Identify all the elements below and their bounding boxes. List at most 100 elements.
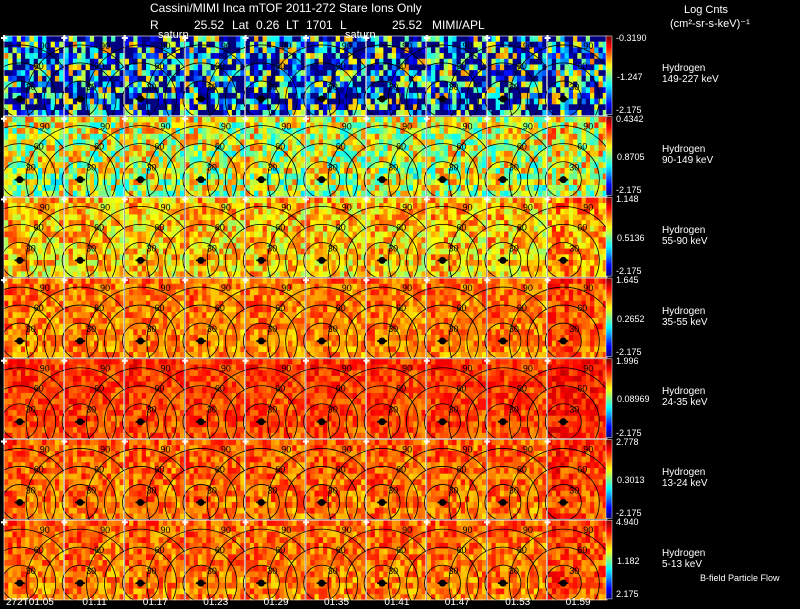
contour-label: 60 [457,384,467,394]
contour-label: 30 [509,163,519,173]
cbar-max-label: 0.4342 [616,113,644,124]
contour-label: 30 [328,485,338,495]
contour-label: 30 [207,243,217,253]
lt-label: LT [286,18,300,32]
contour-label: 60 [34,464,44,474]
contour-label: 30 [267,566,277,576]
panel-r4-c9: 30 60 90 [508,357,618,477]
panel-r4-c3: 30 60 90 [146,357,256,477]
contour-label: 60 [34,303,44,313]
contour-label: 90 [161,41,171,51]
cbar-max-label: 2.778 [616,436,639,447]
contour-label: 60 [517,545,527,555]
contour-r60 [43,546,117,609]
panel-r5-c4: 30 60 90 [206,438,316,557]
contour-label: 60 [577,222,587,232]
contour-label: 30 [569,485,579,495]
contour-label: 90 [161,444,171,454]
contour-label: 30 [26,163,36,173]
contour-label: 60 [215,142,225,152]
contour-label: 30 [509,324,519,334]
contour-label: 60 [457,222,467,232]
contour-label: 30 [267,324,277,334]
contour-label: 90 [463,525,473,535]
cbar-max-label: 1.148 [616,194,639,205]
contour-label: 90 [221,525,231,535]
contour-label: 60 [155,384,165,394]
contour-label: 60 [457,142,467,152]
contour-label: 30 [86,243,96,253]
contour-label: 90 [100,525,110,535]
time-tick-label: 01:47 [444,597,470,608]
contour-r60 [285,546,359,609]
contour-label: 90 [281,525,291,535]
contour-label: 30 [26,324,36,334]
contour-label: 30 [86,82,96,92]
panel-r5-c1: 30 60 90 [25,438,135,557]
contour-label: 90 [583,444,593,454]
contour-label: 90 [402,202,412,212]
contour-label: 60 [396,464,406,474]
contour-label: 30 [26,566,36,576]
contour-label: 90 [463,364,473,374]
contour-r60 [406,546,479,609]
cbar-min-label: -2.175 [616,104,642,115]
contour-label: 90 [523,525,533,535]
contour-label: 60 [517,384,527,394]
contour-label: 90 [161,283,171,293]
contour-label: 90 [583,122,593,132]
l-value: 25.52 [392,18,423,32]
contour-label: 60 [336,142,346,152]
contour-label: 90 [523,41,533,51]
panel-r1-c9: 30 60 90 [508,115,618,235]
contour-label: 90 [40,364,50,374]
row-species-label: Hydrogen [662,305,706,317]
contour-label: 90 [221,283,231,293]
contour-label: 30 [86,163,96,173]
contour-label: 60 [94,222,104,232]
colorbar-5 [605,439,613,519]
panel-r5-c5: 30 60 90 [267,438,377,557]
contour-label: 30 [569,566,579,576]
contour-label: 30 [147,566,157,576]
panel-r5-c6: 30 60 90 [327,438,437,557]
contour-label: 30 [449,485,459,495]
contour-label: 90 [40,202,50,212]
contour-label: 90 [40,41,50,51]
panel-r0-c6: 30 60 90 [327,35,437,154]
panel-r4-c0: 30 60 90 [0,357,75,477]
panel-r3-c8: 30 60 90 [448,277,558,396]
contour-label: 90 [100,122,110,132]
panel-r6-c0: 30 60 90 [0,519,75,609]
contour-label: 90 [161,525,171,535]
contour-label: 60 [396,384,406,394]
panel-r0-c5: 30 60 90 [267,35,377,154]
contour-r60 [164,546,238,609]
panel-r3-c7: 30 60 90 [388,277,497,396]
panel-r0-c7: 30 60 90 [388,35,497,154]
contour-label: 60 [336,303,346,313]
contour-label: 90 [281,122,291,132]
panel-r0-c4: 30 60 90 [206,35,316,154]
panel-r4-c4: 30 60 90 [206,357,316,477]
time-tick-label: 01:35 [324,597,350,608]
contour-label: 60 [215,545,225,555]
contour-label: 60 [275,303,285,313]
units-title: Log Cnts [684,4,729,16]
colorbar-3 [605,277,613,358]
contour-label: 90 [523,444,533,454]
contour-label: 60 [517,222,527,232]
cbar-min-label: -2.175 [616,346,642,357]
cbar-min-label: -2.175 [616,427,642,438]
units-label: (cm²-sr-s-keV)⁻¹ [670,18,750,30]
contour-label: 30 [328,163,338,173]
contour-label: 60 [396,303,406,313]
contour-label: 60 [275,464,285,474]
contour-label: 90 [463,444,473,454]
row-species-label: Hydrogen [662,224,706,236]
panel-r2-c9: 30 60 90 [508,196,618,315]
contour-label: 30 [569,405,579,415]
contour-label: 90 [523,122,533,132]
contour-label: 30 [267,82,277,92]
